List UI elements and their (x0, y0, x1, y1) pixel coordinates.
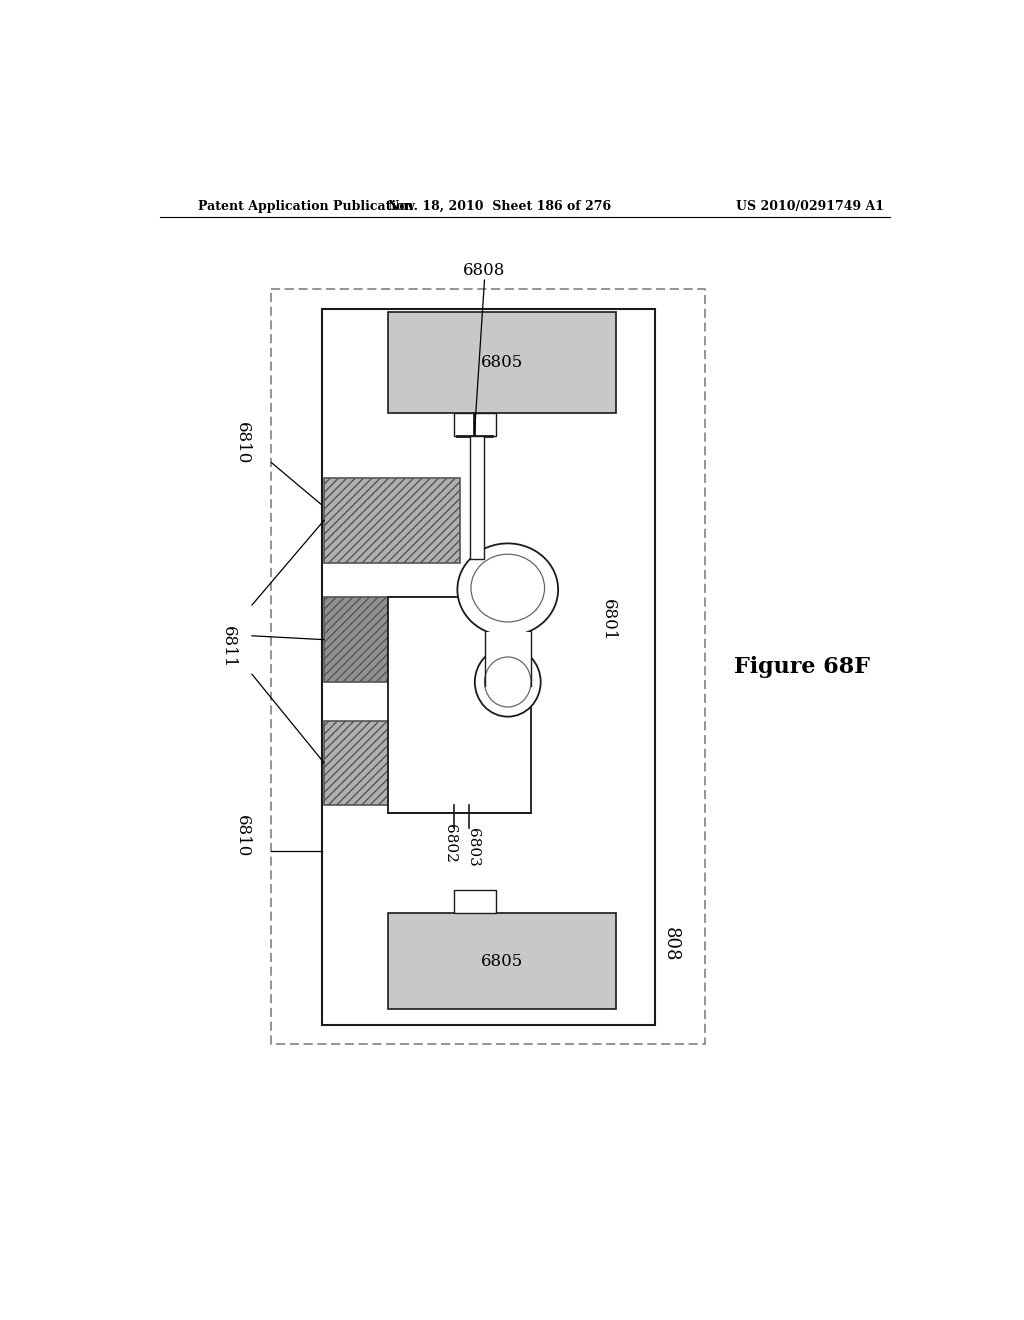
Text: 6808: 6808 (463, 261, 506, 279)
Text: 6811: 6811 (220, 626, 238, 668)
Text: 6805: 6805 (481, 354, 523, 371)
Ellipse shape (484, 657, 531, 708)
Text: 6810: 6810 (234, 814, 251, 857)
Text: Patent Application Publication: Patent Application Publication (198, 199, 414, 213)
Bar (388, 597, 531, 813)
Ellipse shape (475, 647, 541, 717)
Bar (324, 597, 460, 682)
Bar (470, 436, 483, 558)
Text: Figure 68F: Figure 68F (734, 656, 870, 677)
Text: 6802: 6802 (442, 824, 457, 863)
Bar (324, 721, 460, 805)
Bar (388, 913, 616, 1010)
Bar (454, 890, 496, 913)
Ellipse shape (458, 544, 558, 636)
Bar (324, 478, 460, 562)
Text: 6801: 6801 (600, 599, 617, 642)
Text: 808: 808 (662, 927, 680, 961)
Text: Nov. 18, 2010  Sheet 186 of 276: Nov. 18, 2010 Sheet 186 of 276 (388, 199, 611, 213)
Ellipse shape (471, 554, 545, 622)
Text: US 2010/0291749 A1: US 2010/0291749 A1 (736, 199, 884, 213)
Text: 6810: 6810 (234, 422, 251, 465)
Text: 6805: 6805 (481, 953, 523, 970)
Bar (322, 309, 655, 1024)
Bar (484, 632, 531, 686)
Bar (454, 412, 496, 436)
Bar (388, 313, 616, 413)
Text: 6809: 6809 (406, 673, 447, 690)
Text: 6803: 6803 (466, 828, 480, 867)
Bar (271, 289, 706, 1044)
